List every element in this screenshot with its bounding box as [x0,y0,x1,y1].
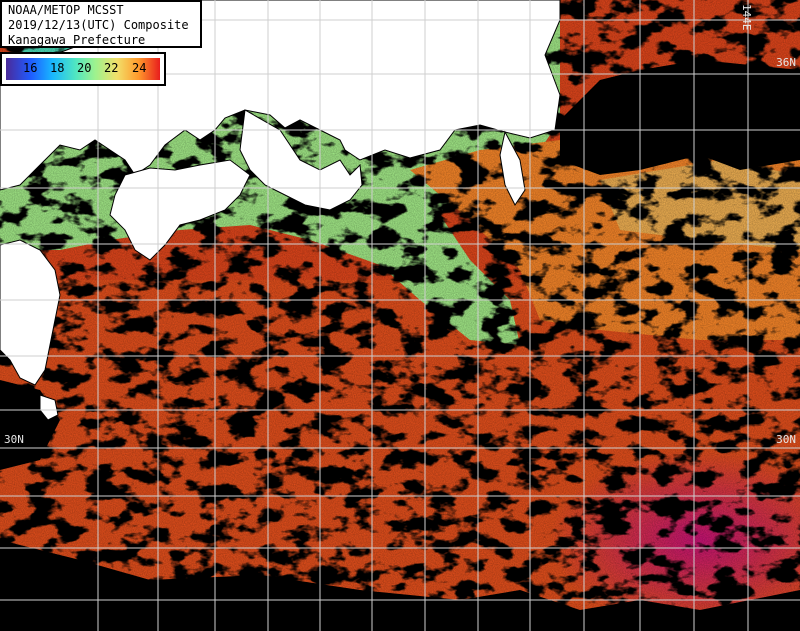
scale-tick: 22 [104,61,119,75]
lon-label-144e: 144E [740,4,753,31]
land-kii-peninsula [239,109,363,211]
land-island-south [39,394,59,421]
color-scale: 16 18 20 22 24 [0,52,166,86]
lat-label-30n-left: 30N [4,433,24,446]
lat-label-30n-right: 30N [776,433,796,446]
lat-label-36n: 36N [776,56,796,69]
land-kyushu [0,239,61,386]
cloud-south [0,540,800,631]
scale-tick: 16 [23,61,38,75]
scale-tick: 18 [50,61,65,75]
title-panel: NOAA/METOP MCSST 2019/12/13(UTC) Composi… [0,0,202,48]
color-scale-bar: 16 18 20 22 24 [6,58,160,80]
title-line-date: 2019/12/13(UTC) Composite [8,18,189,32]
title-line-region: Kanagawa Prefecture [8,33,146,47]
scale-tick: 20 [77,61,92,75]
cloud-northeast [560,60,800,175]
land-izu [499,130,526,206]
title-line-source: NOAA/METOP MCSST [8,3,124,17]
scale-tick: 24 [132,61,147,75]
